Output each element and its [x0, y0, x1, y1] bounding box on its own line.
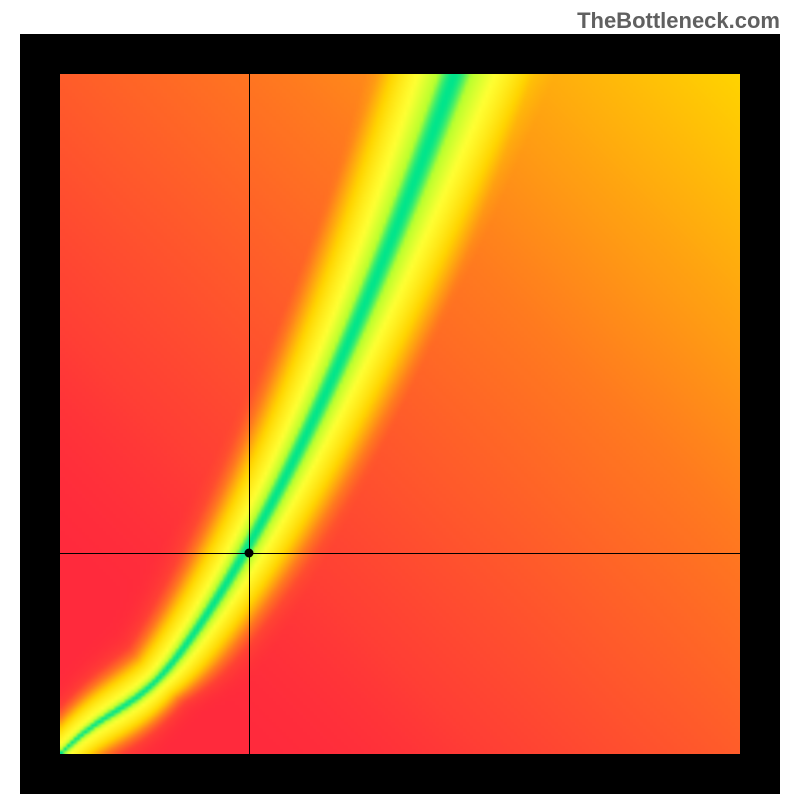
plot-area — [60, 74, 740, 754]
watermark-text: TheBottleneck.com — [577, 8, 780, 34]
crosshair-marker — [245, 549, 254, 558]
crosshair-horizontal — [60, 553, 740, 554]
crosshair-vertical — [249, 74, 250, 754]
heatmap-canvas — [60, 74, 740, 754]
plot-frame — [20, 34, 780, 794]
